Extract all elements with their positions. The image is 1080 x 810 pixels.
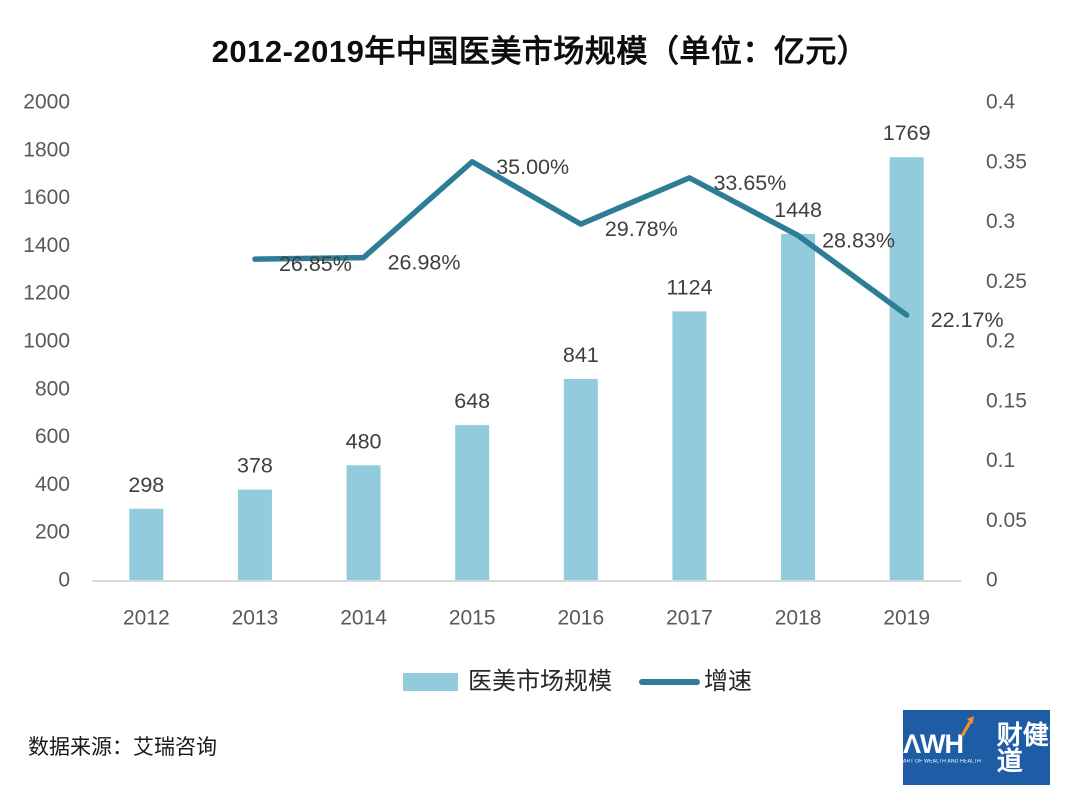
y-axis-left-tick-label: 0	[58, 569, 70, 592]
y-axis-right-tick-label: 0.4	[986, 91, 1016, 114]
x-axis-label: 2017	[666, 607, 713, 630]
growth-rate-line	[252, 159, 910, 318]
x-axis-label: 2013	[232, 607, 279, 630]
y-axis-right-tick-label: 0	[986, 569, 998, 592]
logo-tagline: ART OF WEALTH AND HEALTH	[903, 758, 981, 764]
y-axis-left-tick-label: 800	[35, 377, 70, 400]
legend-bar-swatch	[403, 673, 458, 691]
line-value-label: 29.78%	[605, 217, 678, 241]
bar-value-label: 841	[563, 343, 599, 367]
y-axis-left-tick-label: 600	[35, 425, 70, 448]
line-value-label: 28.83%	[822, 228, 895, 252]
y-axis-left-tick-label: 1800	[23, 138, 70, 161]
x-axis-label: 2014	[340, 607, 387, 630]
bar-value-label: 480	[346, 429, 382, 453]
y-axis-right-tick-label: 0.35	[986, 150, 1027, 173]
bar-2014	[346, 465, 381, 580]
bar-2016	[563, 379, 598, 580]
bar-2012	[129, 508, 164, 580]
logo-arrow-icon	[960, 715, 974, 737]
logo-awh-text: ΛWH	[903, 728, 964, 759]
line-value-label: 22.17%	[931, 308, 1004, 332]
y-axis-left-tick-label: 2000	[23, 91, 70, 114]
y-axis-right-tick-label: 0.25	[986, 270, 1027, 293]
legend-line-label: 增速	[704, 668, 752, 695]
bar-2015	[455, 425, 490, 580]
line-value-label: 26.98%	[388, 251, 461, 275]
y-axis-left-tick-label: 1600	[23, 186, 70, 209]
chart-canvas: 0 200 400 600 800 1000 1200 1400 1600 1800 2000 0 0.…	[23, 91, 1027, 630]
bar-value-label: 1448	[774, 198, 822, 222]
bar-value-label: 1769	[883, 121, 931, 145]
awh-logo-latin-block: ΛWH ART OF WEALTH AND HEALTH	[903, 728, 995, 765]
y-axis-left-tick-label: 200	[35, 521, 70, 544]
y-axis-left-tick-label: 1400	[23, 234, 70, 257]
bar-value-label: 378	[237, 454, 273, 478]
bar-value-label: 648	[454, 389, 490, 413]
y-axis-right-tick-label: 0.1	[986, 449, 1015, 472]
y-axis-right-tick-label: 0.05	[986, 509, 1027, 532]
bar-2013	[237, 489, 272, 580]
line-value-label: 35.00%	[496, 155, 569, 179]
bar-value-label: 298	[128, 473, 164, 497]
y-axis-right-tick-label: 0.2	[986, 330, 1015, 353]
y-axis-left-tick-label: 1000	[23, 330, 70, 353]
y-axis-left-tick-label: 1200	[23, 282, 70, 305]
awh-logo: ΛWH ART OF WEALTH AND HEALTH 财健道	[903, 710, 1050, 785]
line-value-label: 33.65%	[713, 171, 786, 195]
y-axis-right-tick-label: 0.15	[986, 389, 1027, 412]
line-value-label: 26.85%	[279, 252, 352, 276]
chart-title: 2012-2019年中国医美市场规模（单位：亿元）	[211, 34, 869, 69]
x-axis-label: 2019	[883, 607, 930, 630]
legend: 医美市场规模 增速	[403, 666, 752, 698]
x-axis-label: 2016	[557, 607, 604, 630]
x-axis-label: 2018	[775, 607, 822, 630]
x-axis-label: 2015	[449, 607, 496, 630]
bar-2019	[889, 157, 924, 581]
y-axis-left-tick-label: 400	[35, 473, 70, 496]
source-note: 数据来源：艾瑞咨询	[28, 736, 217, 759]
x-axis-label: 2012	[123, 607, 170, 630]
bar-2018	[781, 233, 816, 581]
legend-bar-label: 医美市场规模	[468, 668, 612, 695]
bar-value-label: 1124	[666, 275, 712, 299]
logo-cn-text: 财健道	[996, 719, 1049, 776]
y-axis-right-tick-label: 0.3	[986, 210, 1015, 233]
awh-logo-inner: ΛWH ART OF WEALTH AND HEALTH 财健道	[903, 715, 1050, 776]
legend-line-swatch	[639, 679, 700, 685]
bar-2017	[672, 311, 707, 580]
